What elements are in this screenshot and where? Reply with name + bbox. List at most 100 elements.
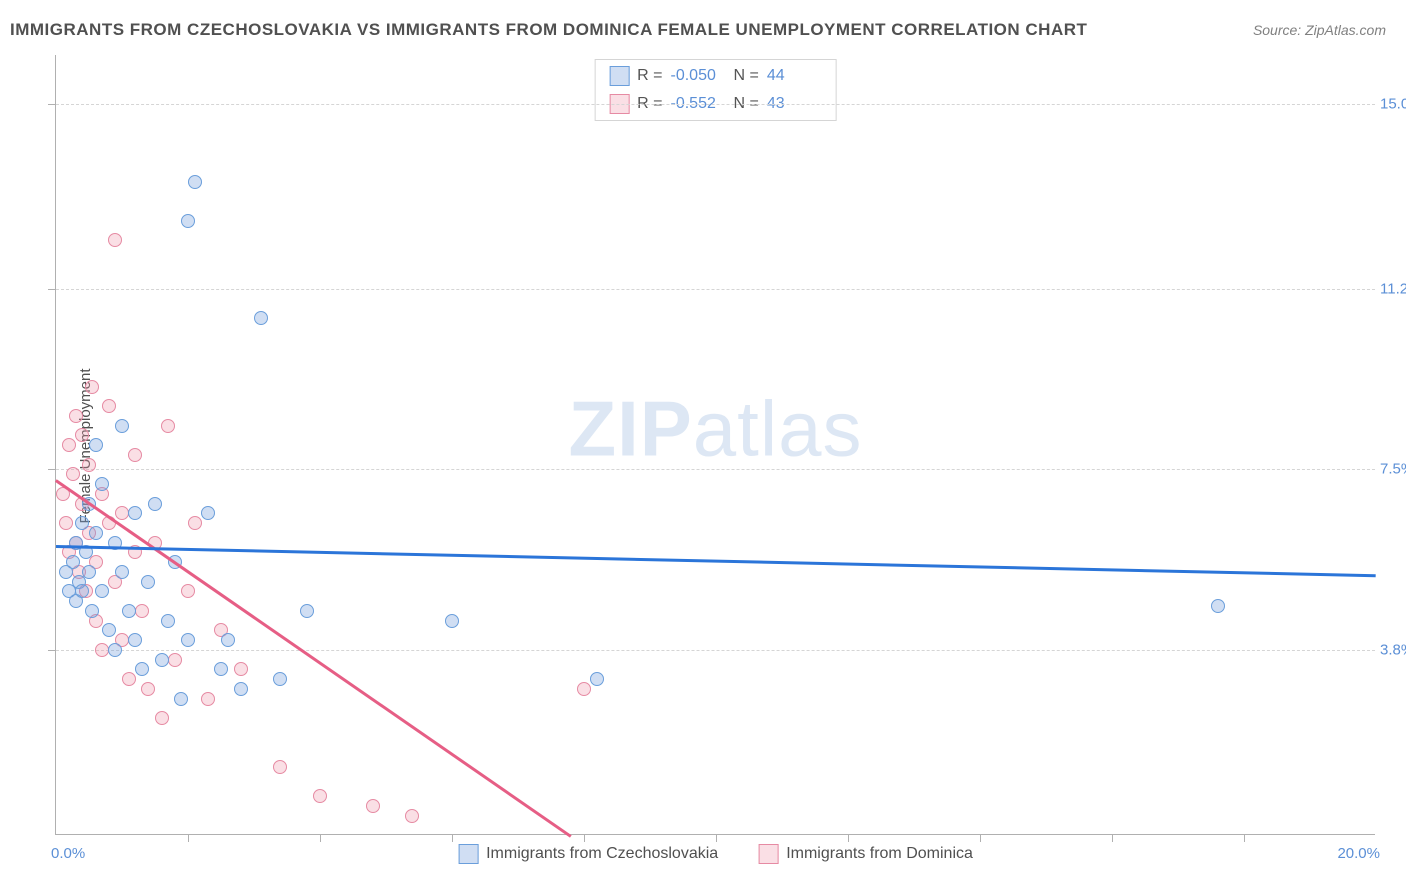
data-point-pink [95,643,109,657]
data-point-blue [128,633,142,647]
legend-label-pink: Immigrants from Dominica [786,845,973,863]
label-N: N = [734,67,759,85]
data-point-blue [66,555,80,569]
data-point-pink [405,809,419,823]
data-point-pink [234,662,248,676]
label-R: R = [637,67,662,85]
data-point-blue [174,692,188,706]
swatch-pink [758,844,778,864]
data-point-blue [85,604,99,618]
data-point-blue [273,672,287,686]
data-point-blue [188,175,202,189]
y-tick-label: 3.8% [1380,641,1406,658]
x-tick [716,834,717,842]
data-point-blue [122,604,136,618]
trendline-pink [55,479,571,837]
data-point-blue [89,438,103,452]
gridline-h [56,289,1375,290]
legend-row-blue: R = -0.050 N = 44 [595,62,836,90]
source-label: Source: ZipAtlas.com [1253,22,1386,38]
value-N-blue: 44 [767,67,822,85]
data-point-pink [168,653,182,667]
data-point-pink [115,506,129,520]
data-point-blue [115,565,129,579]
series-legend: Immigrants from Czechoslovakia Immigrant… [458,844,973,864]
data-point-pink [122,672,136,686]
data-point-pink [102,399,116,413]
x-tick [584,834,585,842]
data-point-pink [366,799,380,813]
data-point-blue [75,516,89,530]
gridline-h [56,104,1375,105]
data-point-blue [181,633,195,647]
x-tick [320,834,321,842]
y-tick-label: 11.2% [1380,281,1406,298]
data-point-blue [221,633,235,647]
data-point-blue [181,214,195,228]
data-point-pink [85,380,99,394]
data-point-blue [590,672,604,686]
data-point-blue [201,506,215,520]
data-point-pink [141,682,155,696]
data-point-pink [201,692,215,706]
data-point-pink [161,419,175,433]
legend-item-blue: Immigrants from Czechoslovakia [458,844,718,864]
watermark-atlas: atlas [693,384,863,472]
watermark-zip: ZIP [568,384,692,472]
data-point-blue [95,477,109,491]
data-point-blue [155,653,169,667]
legend-label-blue: Immigrants from Czechoslovakia [486,845,718,863]
x-axis-max-label: 20.0% [1337,845,1380,862]
data-point-blue [75,584,89,598]
data-point-pink [82,458,96,472]
y-tick [48,650,56,651]
data-point-blue [135,662,149,676]
data-point-blue [1211,599,1225,613]
data-point-pink [155,711,169,725]
data-point-blue [214,662,228,676]
y-tick [48,469,56,470]
x-tick [188,834,189,842]
x-axis-min-label: 0.0% [51,845,85,862]
data-point-pink [69,409,83,423]
x-tick [1112,834,1113,842]
data-point-blue [89,526,103,540]
x-tick [980,834,981,842]
watermark: ZIPatlas [568,383,862,474]
data-point-blue [102,623,116,637]
data-point-pink [75,428,89,442]
data-point-pink [108,233,122,247]
x-tick [848,834,849,842]
data-point-pink [66,467,80,481]
data-point-blue [115,419,129,433]
data-point-blue [128,506,142,520]
data-point-blue [300,604,314,618]
data-point-blue [141,575,155,589]
data-point-blue [108,643,122,657]
data-point-pink [313,789,327,803]
correlation-legend: R = -0.050 N = 44 R = -0.552 N = 43 [594,59,837,121]
value-R-blue: -0.050 [671,67,726,85]
legend-item-pink: Immigrants from Dominica [758,844,973,864]
data-point-blue [234,682,248,696]
data-point-blue [254,311,268,325]
data-point-pink [188,516,202,530]
data-point-pink [577,682,591,696]
chart-title: IMMIGRANTS FROM CZECHOSLOVAKIA VS IMMIGR… [10,20,1087,40]
y-tick-label: 15.0% [1380,95,1406,112]
x-tick [1244,834,1245,842]
swatch-blue [458,844,478,864]
x-tick [452,834,453,842]
data-point-blue [82,565,96,579]
data-point-pink [181,584,195,598]
gridline-h [56,650,1375,651]
data-point-pink [59,516,73,530]
gridline-h [56,469,1375,470]
trendline-blue [56,545,1376,577]
data-point-pink [128,448,142,462]
plot-area: ZIPatlas R = -0.050 N = 44 R = -0.552 N … [55,55,1375,835]
y-tick [48,104,56,105]
data-point-pink [62,438,76,452]
y-tick-label: 7.5% [1380,461,1406,478]
data-point-blue [161,614,175,628]
